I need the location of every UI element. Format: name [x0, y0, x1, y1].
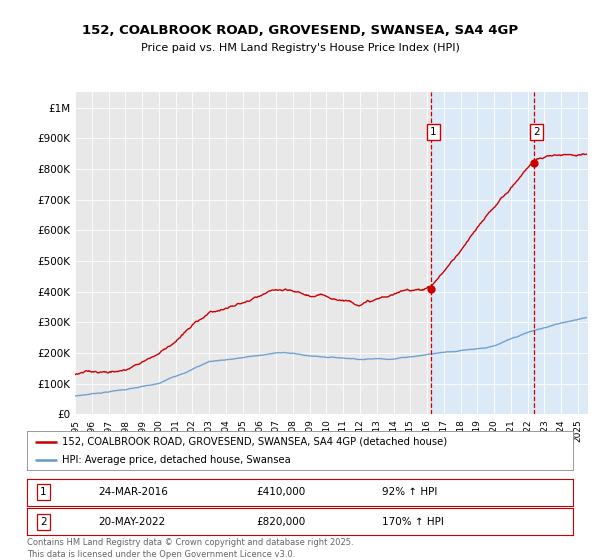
Text: 152, COALBROOK ROAD, GROVESEND, SWANSEA, SA4 4GP (detached house): 152, COALBROOK ROAD, GROVESEND, SWANSEA,…	[62, 437, 448, 447]
Text: 1: 1	[430, 127, 437, 137]
Text: 170% ↑ HPI: 170% ↑ HPI	[382, 517, 444, 527]
Text: HPI: Average price, detached house, Swansea: HPI: Average price, detached house, Swan…	[62, 455, 291, 465]
Text: 92% ↑ HPI: 92% ↑ HPI	[382, 487, 437, 497]
Text: 152, COALBROOK ROAD, GROVESEND, SWANSEA, SA4 4GP: 152, COALBROOK ROAD, GROVESEND, SWANSEA,…	[82, 24, 518, 38]
Text: 20-MAY-2022: 20-MAY-2022	[98, 517, 165, 527]
Text: 1: 1	[40, 487, 47, 497]
Text: £820,000: £820,000	[256, 517, 305, 527]
Text: 2: 2	[533, 127, 540, 137]
Text: 2: 2	[40, 517, 47, 527]
Text: 24-MAR-2016: 24-MAR-2016	[98, 487, 168, 497]
Text: Price paid vs. HM Land Registry's House Price Index (HPI): Price paid vs. HM Land Registry's House …	[140, 43, 460, 53]
Text: £410,000: £410,000	[256, 487, 305, 497]
Text: Contains HM Land Registry data © Crown copyright and database right 2025.
This d: Contains HM Land Registry data © Crown c…	[27, 538, 353, 559]
Bar	[431, 92, 588, 414]
